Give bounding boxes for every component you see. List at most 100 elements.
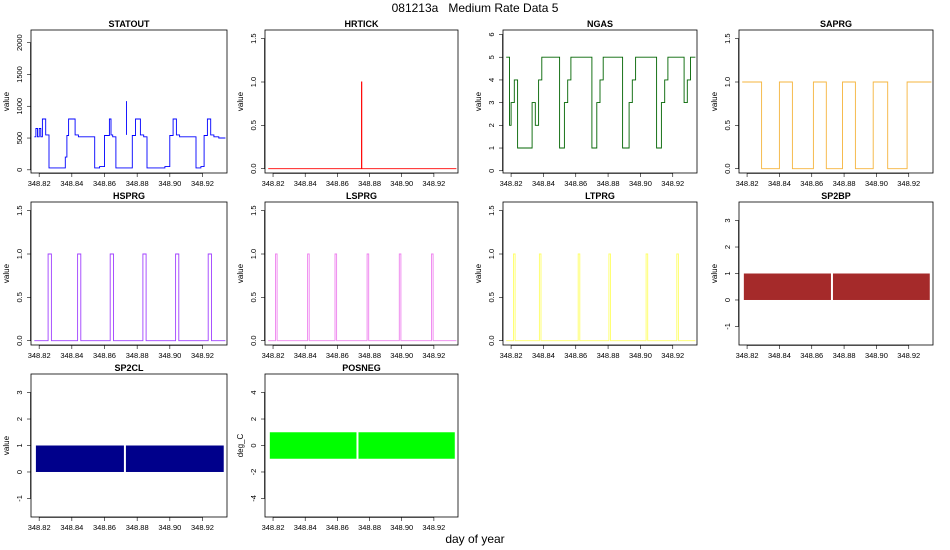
plot-frame: [738, 29, 934, 174]
x-tick-label: 348.82: [262, 179, 285, 188]
x-tick-label: 348.92: [422, 523, 445, 532]
y-tick-label: 1: [15, 443, 24, 447]
x-tick-label: 348.90: [158, 179, 181, 188]
x-tick-label: 348.84: [294, 351, 317, 360]
y-tick-label: 0: [249, 443, 258, 447]
y-tick-label: 0.0: [249, 163, 258, 173]
x-tick-label: 348.92: [897, 351, 920, 360]
x-tick-label: 348.86: [93, 351, 116, 360]
y-tick-label: 1.0: [249, 77, 258, 87]
panel-sp2cl: SP2CL value 348.82 348.84 348.86 348.88 348.90…: [2, 363, 228, 532]
x-tick-label: 348.82: [262, 351, 285, 360]
y-tick-label: 3: [723, 218, 732, 222]
data-line: [34, 253, 226, 342]
y-tick-label: 4: [487, 78, 496, 82]
panel-ltprg: LTPRG value 348.82 348.84 348.86 348.88 348.90…: [474, 191, 698, 360]
y-tick-label: 1.0: [249, 249, 258, 259]
y-tick-label: 0.5: [487, 292, 496, 302]
x-tick-label: 348.86: [93, 179, 116, 188]
x-tick-label: 348.84: [768, 179, 791, 188]
y-tick-label: 3: [15, 390, 24, 394]
panel-hsprg: HSPRG value 348.82 348.84 348.86 348.88 348.90…: [2, 191, 228, 360]
y-axis-label: value: [2, 263, 11, 283]
x-tick-label: 348.82: [736, 351, 759, 360]
y-tick-label: 0.0: [487, 335, 496, 345]
x-tick-label: 348.92: [422, 179, 445, 188]
x-tick-label: 348.84: [294, 523, 317, 532]
x-tick-label: 348.92: [661, 351, 684, 360]
x-tick-label: 348.86: [326, 179, 349, 188]
x-tick-label: 348.90: [629, 351, 652, 360]
x-tick-label: 348.82: [28, 523, 51, 532]
plot-frame: [264, 201, 459, 346]
y-tick-label: 0.5: [723, 120, 732, 130]
y-axis-label: deg_C: [236, 433, 245, 457]
panel-posneg: POSNEG deg_C 348.82 348.84 348.86 348.88 348.9…: [236, 363, 459, 532]
x-tick-label: 348.86: [800, 351, 823, 360]
x-tick-label: 348.84: [532, 179, 555, 188]
y-tick-label: 0.5: [15, 292, 24, 302]
panel-sp2bp: SP2BP value 348.82 348.84 348.86 348.88 348.90…: [710, 191, 934, 360]
panel-hrtick: HRTICK value 348.82 348.84 348.86 348.88 348.9…: [236, 19, 459, 188]
x-tick-label: 348.92: [422, 351, 445, 360]
page-xlabel: day of year: [445, 532, 505, 546]
data-line: [268, 81, 457, 170]
y-tick-label: 0: [15, 470, 24, 474]
y-tick-label: 0: [723, 298, 732, 302]
panel-title: NGAS: [587, 19, 613, 29]
y-tick-label: 1000: [15, 98, 24, 115]
y-tick-label: 5: [487, 55, 496, 59]
y-tick-label: 2: [723, 245, 732, 249]
y-tick-label: 500: [15, 132, 24, 145]
x-tick-label: 348.88: [358, 523, 381, 532]
x-tick-label: 348.88: [358, 179, 381, 188]
y-tick-label: 0.0: [15, 335, 24, 345]
y-tick-label: -1: [15, 495, 24, 502]
x-tick-label: 348.88: [126, 351, 149, 360]
data-band: [35, 445, 124, 472]
x-tick-label: 348.82: [500, 351, 523, 360]
y-tick-label: 1.0: [723, 77, 732, 87]
data-line: [742, 81, 932, 170]
y-tick-label: 1500: [15, 66, 24, 83]
page-title: 081213a Medium Rate Data 5: [391, 1, 559, 15]
y-tick-label: 0: [15, 168, 24, 172]
x-tick-label: 348.90: [865, 351, 888, 360]
y-tick-label: 2: [15, 417, 24, 421]
data-band: [832, 273, 930, 300]
plot-frame: [264, 29, 459, 174]
x-tick-label: 348.90: [390, 523, 413, 532]
data-band: [743, 273, 831, 300]
y-axis-label: value: [236, 91, 245, 111]
panel-title: HSPRG: [113, 191, 145, 201]
x-tick-label: 348.88: [126, 523, 149, 532]
x-tick-label: 348.82: [500, 179, 523, 188]
y-tick-label: 0.0: [723, 163, 732, 173]
y-axis-label: value: [474, 263, 483, 283]
y-axis-label: value: [2, 435, 11, 455]
x-tick-label: 348.86: [326, 523, 349, 532]
x-tick-label: 348.84: [60, 523, 83, 532]
x-tick-label: 348.82: [262, 523, 285, 532]
x-tick-label: 348.86: [564, 179, 587, 188]
x-tick-label: 348.88: [597, 179, 620, 188]
y-tick-label: 1.0: [15, 249, 24, 259]
panel-title: LSPRG: [346, 191, 377, 201]
x-tick-label: 348.88: [597, 351, 620, 360]
x-tick-label: 348.86: [326, 351, 349, 360]
data-band: [125, 445, 224, 472]
data-line: [34, 118, 226, 169]
y-tick-label: 0.5: [249, 120, 258, 130]
x-tick-label: 348.84: [294, 179, 317, 188]
y-tick-label: 1.5: [723, 33, 732, 43]
panel-title: STATOUT: [109, 19, 150, 29]
y-tick-label: 4: [249, 390, 258, 394]
x-tick-label: 348.90: [158, 351, 181, 360]
y-tick-label: -4: [249, 495, 258, 502]
data-band: [358, 432, 455, 459]
plot-frame: [502, 201, 698, 346]
y-tick-label: 1.0: [487, 249, 496, 259]
y-tick-label: 2: [487, 123, 496, 127]
panel-title: POSNEG: [342, 363, 381, 373]
x-tick-label: 348.90: [158, 523, 181, 532]
